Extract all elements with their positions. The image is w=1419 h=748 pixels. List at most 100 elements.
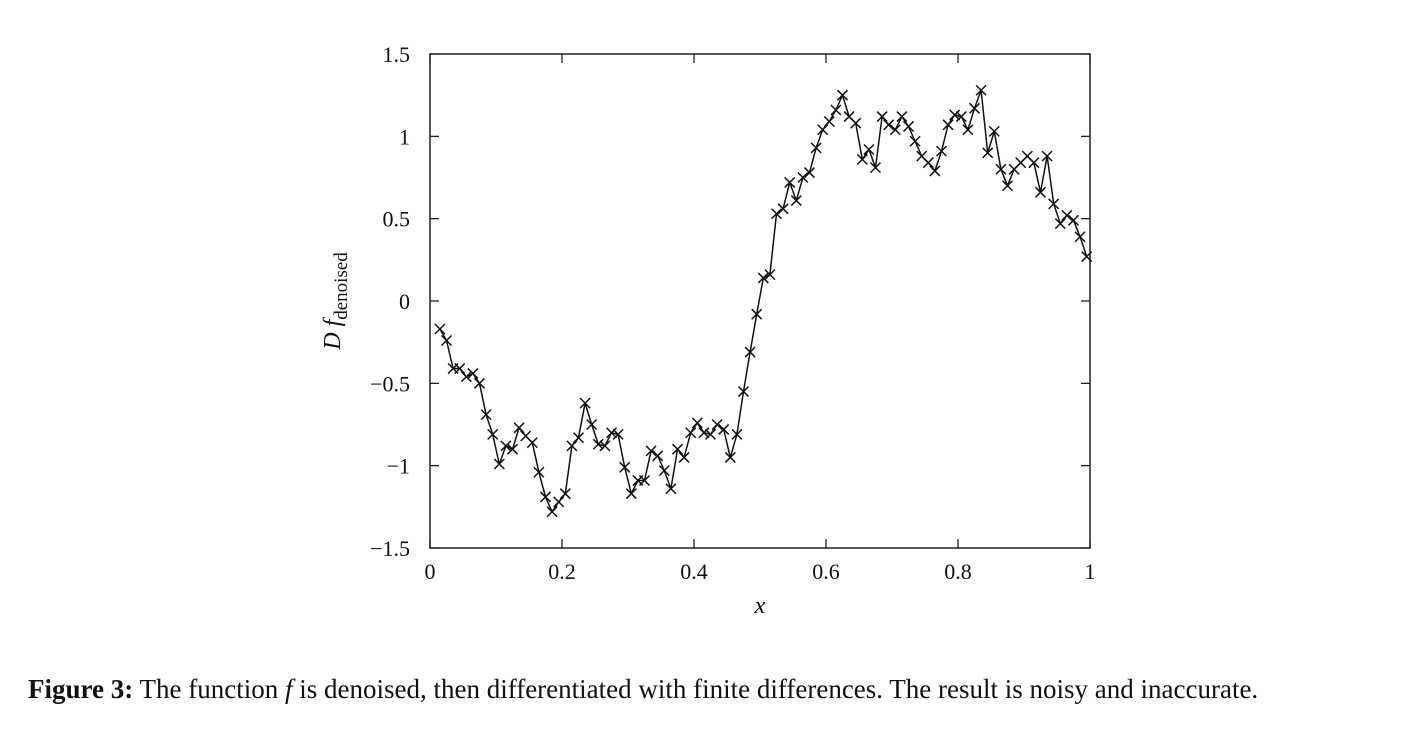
data-point-marker — [665, 483, 677, 495]
data-point-marker — [473, 377, 486, 389]
data-point-marker — [777, 203, 789, 215]
data-point-marker — [955, 111, 967, 123]
data-point-marker — [586, 418, 598, 431]
data-point-marker — [784, 176, 796, 188]
caption-text-before: The function — [139, 674, 285, 704]
data-point-marker — [493, 458, 505, 470]
data-point-marker — [856, 153, 868, 165]
data-point-marker — [1034, 186, 1047, 198]
data-point-marker — [526, 437, 538, 449]
data-point-marker — [757, 272, 769, 284]
y-tick-label: −0.5 — [370, 371, 410, 396]
data-point-marker — [579, 397, 591, 409]
figure-caption: Figure 3: The function f is denoised, th… — [28, 672, 1384, 706]
data-point-marker — [817, 124, 829, 136]
data-point-marker — [883, 119, 895, 131]
y-tick-label: 0.5 — [383, 207, 411, 232]
data-point-marker — [506, 443, 519, 455]
data-point-marker — [988, 125, 1000, 137]
y-tick-label: −1 — [387, 454, 410, 479]
data-point-marker — [599, 440, 611, 452]
data-point-marker — [1041, 150, 1053, 162]
data-point-marker — [619, 461, 631, 473]
x-axis-ticks: 0 0.2 0.4 0.6 0.8 1 — [425, 54, 1096, 584]
data-point-marker — [810, 142, 822, 154]
series-line — [439, 89, 1088, 513]
data-point-marker — [962, 124, 974, 136]
data-point-marker — [790, 195, 802, 207]
data-point-marker — [942, 119, 954, 131]
y-axis-label: D fdenoised — [320, 252, 352, 351]
data-point-marker — [460, 371, 472, 383]
data-point-marker — [645, 445, 657, 457]
data-series — [434, 84, 1093, 518]
data-point-marker — [652, 450, 664, 462]
data-point-marker — [1067, 214, 1080, 226]
x-tick-label: 0.2 — [548, 559, 576, 584]
x-tick-label: 0 — [425, 559, 436, 584]
data-point-marker — [500, 440, 512, 452]
data-point-marker — [559, 488, 571, 500]
data-point-marker — [737, 386, 750, 398]
data-point-marker — [671, 443, 684, 455]
y-axis-ticks: −1.5 −1 −0.5 0 0.5 1 1.5 — [370, 42, 1090, 561]
data-point-marker — [434, 323, 446, 335]
data-point-marker — [718, 423, 730, 435]
data-point-marker — [454, 362, 466, 375]
data-point-marker — [592, 438, 604, 450]
data-point-marker — [889, 124, 901, 136]
data-point-marker — [797, 171, 809, 184]
data-point-marker — [625, 488, 637, 500]
data-point-marker — [1054, 218, 1066, 230]
data-point-marker — [704, 428, 717, 440]
data-point-marker — [724, 451, 736, 463]
data-point-marker — [863, 143, 875, 156]
data-point-marker — [612, 428, 624, 440]
data-point-marker — [1074, 231, 1086, 243]
data-point-marker — [546, 506, 558, 518]
data-point-marker — [850, 117, 862, 129]
data-point-marker — [922, 157, 934, 169]
data-point-marker — [869, 162, 882, 174]
data-point-marker — [553, 496, 565, 508]
data-point-marker — [539, 491, 552, 503]
y-tick-label: −1.5 — [370, 536, 410, 561]
data-point-marker — [566, 440, 578, 452]
data-point-marker — [698, 427, 710, 439]
data-point-marker — [929, 165, 941, 177]
data-point-marker — [691, 417, 703, 429]
data-point-marker — [830, 104, 842, 116]
data-point-marker — [982, 147, 994, 159]
y-tick-label: 1 — [399, 124, 410, 149]
data-point-marker — [876, 111, 888, 123]
data-point-marker — [638, 474, 651, 487]
data-point-marker — [1081, 251, 1093, 263]
y-tick-label: 0 — [399, 289, 410, 314]
data-point-marker — [487, 428, 499, 440]
y-axis-label-main: D f — [320, 316, 346, 350]
x-tick-label: 0.6 — [812, 559, 840, 584]
data-point-marker — [764, 269, 776, 281]
data-point-marker — [770, 208, 783, 220]
data-point-marker — [995, 163, 1007, 175]
y-axis-label-subscript: denoised — [331, 252, 352, 320]
x-tick-label: 0.8 — [944, 559, 972, 584]
data-point-marker — [751, 308, 763, 320]
data-point-marker — [467, 367, 479, 379]
x-axis-label: x — [754, 593, 766, 619]
data-point-marker — [533, 466, 545, 478]
data-point-marker — [896, 111, 908, 123]
data-point-marker — [572, 432, 585, 444]
data-point-marker — [1001, 180, 1014, 192]
data-point-marker — [480, 409, 492, 421]
data-point-marker — [1048, 198, 1060, 210]
data-point-marker — [836, 89, 849, 101]
data-point-marker — [744, 346, 756, 358]
data-point-marker — [949, 109, 961, 121]
data-point-marker — [658, 465, 670, 477]
data-point-marker — [513, 422, 525, 434]
caption-figure-label: Figure 3: — [28, 674, 134, 704]
data-point-marker — [731, 428, 743, 440]
derivative-plot: 0 0.2 0.4 0.6 0.8 1 −1.5 −1 −0.5 0 0.5 1 1.5 x D fd… — [320, 42, 1096, 619]
caption-math-symbol: f — [284, 674, 293, 704]
